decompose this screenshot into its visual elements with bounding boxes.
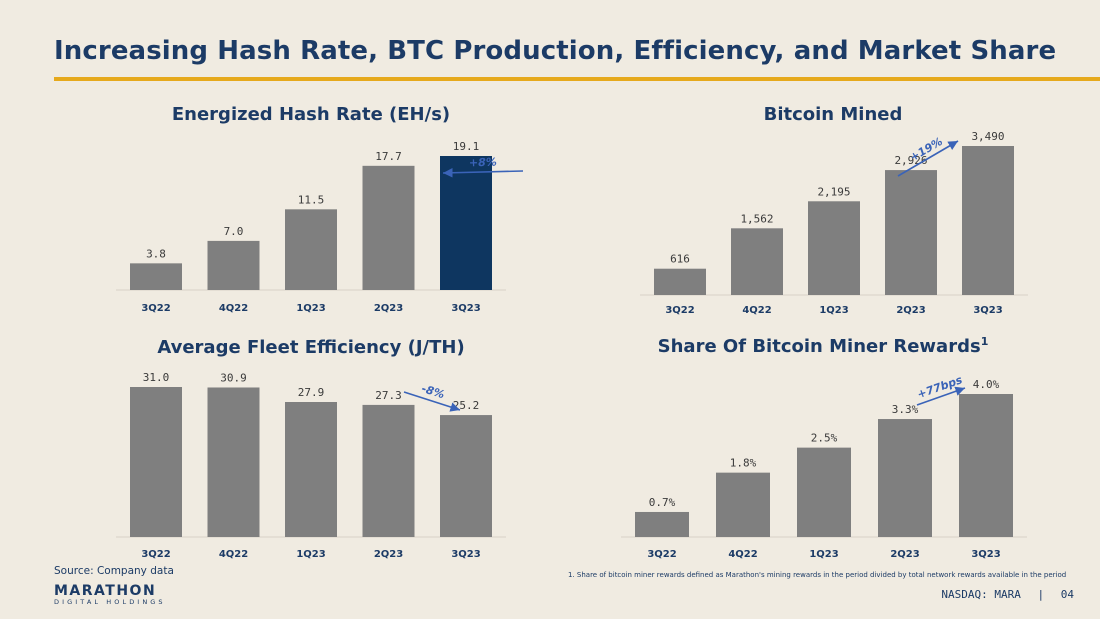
eff-value-label-1Q23: 27.9 <box>298 386 325 399</box>
hash-bar-3Q22 <box>130 263 182 290</box>
hash-bar-2Q23 <box>362 165 415 290</box>
btc-value-label-1Q23: 2,195 <box>817 185 850 198</box>
fleet-efficiency-chart: 31.0 3Q22 30.9 4Q22 27.9 1Q23 27.3 2Q23 25.2 3Q23… <box>116 371 506 560</box>
btc-chart-title: Bitcoin Mined <box>652 104 1014 125</box>
company-logo: MARATHON DIGITAL HOLDINGS <box>54 584 166 607</box>
btc-tick-label-3Q22: 3Q22 <box>665 305 694 316</box>
eff-value-label-2Q23: 27.3 <box>375 389 402 402</box>
share-bar-4Q22 <box>716 472 770 537</box>
eff-bar-3Q23 <box>440 415 492 537</box>
eff-bar-2Q23 <box>362 404 415 537</box>
btc-growth-arrow <box>897 140 959 177</box>
share-bar-3Q23 <box>959 394 1013 537</box>
hash-tick-label-4Q22: 4Q22 <box>219 303 248 314</box>
btc-tick-label-2Q23: 2Q23 <box>896 305 925 316</box>
btc-value-label-3Q22: 616 <box>670 253 690 266</box>
eff-value-label-3Q23: 25.2 <box>453 399 480 412</box>
footer-ticker: NASDAQ: MARA | 04 <box>941 588 1074 601</box>
hash-tick-label-3Q23: 3Q23 <box>451 303 480 314</box>
hash-value-label-4Q22: 7.0 <box>224 225 244 238</box>
eff-bar-4Q22 <box>207 387 260 537</box>
eff-value-label-3Q22: 31.0 <box>143 371 170 384</box>
btc-bar-3Q23 <box>962 146 1014 295</box>
eff-chart-title-text: Average Fleet Efficiency (J/TH) <box>157 337 465 358</box>
footer-separator: | <box>1037 588 1045 601</box>
logo-wordmark: MARATHON <box>54 583 157 599</box>
eff-tick-label-4Q22: 4Q22 <box>219 549 248 560</box>
hash-value-label-2Q23: 17.7 <box>375 150 402 163</box>
hash-bar-3Q23 <box>440 156 492 290</box>
footnote: 1. Share of bitcoin miner rewards define… <box>568 571 1067 579</box>
btc-bar-4Q22 <box>731 228 783 295</box>
share-bar-1Q23 <box>797 447 851 537</box>
hash-bar-1Q23 <box>285 209 337 290</box>
hash-growth-arrow <box>442 167 524 178</box>
hash-tick-label-3Q22: 3Q22 <box>141 303 170 314</box>
hash-chart-title-text: Energized Hash Rate (EH/s) <box>171 104 451 125</box>
share-bar-3Q22 <box>635 511 689 537</box>
btc-tick-label-3Q23: 3Q23 <box>973 305 1002 316</box>
share-value-label-4Q22: 1.8% <box>730 457 757 470</box>
btc-tick-label-1Q23: 1Q23 <box>819 305 848 316</box>
hash-bar-4Q22 <box>207 240 260 290</box>
hash-value-label-1Q23: 11.5 <box>298 193 325 206</box>
slide-title: Increasing Hash Rate, BTC Production, Ef… <box>54 36 1057 66</box>
share-value-label-1Q23: 2.5% <box>811 432 838 445</box>
source-note: Source: Company data <box>54 565 174 577</box>
share-bar-2Q23 <box>878 419 932 537</box>
btc-bar-1Q23 <box>808 201 860 295</box>
hash-chart-title: Energized Hash Rate (EH/s) <box>130 104 492 125</box>
eff-tick-label-3Q23: 3Q23 <box>451 549 480 560</box>
logo-subtitle: DIGITAL HOLDINGS <box>54 598 166 606</box>
share-growth-arrow <box>916 386 966 406</box>
share-value-label-2Q23: 3.3% <box>892 403 919 416</box>
hash-value-label-3Q22: 3.8 <box>146 247 166 260</box>
share-chart-title-text: Share Of Bitcoin Miner Rewards <box>657 336 981 357</box>
hash-value-label-3Q23: 19.1 <box>453 140 480 153</box>
eff-tick-label-1Q23: 1Q23 <box>296 549 325 560</box>
ticker-text: NASDAQ: MARA <box>941 588 1021 601</box>
hash-growth-label: +8% <box>469 156 497 170</box>
btc-bar-2Q23 <box>885 170 937 295</box>
eff-bar-3Q22 <box>130 387 182 537</box>
btc-value-label-3Q23: 3,490 <box>971 130 1004 143</box>
btc-chart-title-text: Bitcoin Mined <box>763 104 903 125</box>
share-tick-label-4Q22: 4Q22 <box>728 549 757 560</box>
share-tick-label-3Q22: 3Q22 <box>647 549 676 560</box>
hash-rate-chart: 3.8 3Q22 7.0 4Q22 11.5 1Q23 17.7 2Q23 19.1 3Q23 +8… <box>116 140 524 314</box>
miner-rewards-share-chart: 0.7% 3Q22 1.8% 4Q22 2.5% 1Q23 3.3% 2Q23 4.0% 3Q23… <box>621 373 1027 560</box>
btc-value-label-4Q22: 1,562 <box>740 212 773 225</box>
hash-tick-label-2Q23: 2Q23 <box>374 303 403 314</box>
share-tick-label-1Q23: 1Q23 <box>809 549 838 560</box>
eff-chart-title: Average Fleet Efficiency (J/TH) <box>130 337 492 358</box>
eff-bar-1Q23 <box>285 402 337 537</box>
eff-growth-arrow <box>403 391 461 412</box>
btc-bar-3Q22 <box>654 268 706 295</box>
page-number: 04 <box>1060 588 1074 601</box>
eff-tick-label-3Q22: 3Q22 <box>141 549 170 560</box>
share-tick-label-3Q23: 3Q23 <box>971 549 1000 560</box>
share-value-label-3Q23: 4.0% <box>973 378 1000 391</box>
share-value-label-3Q22: 0.7% <box>649 496 676 509</box>
share-chart-title-footnote-mark: 1 <box>980 335 989 348</box>
btc-tick-label-4Q22: 4Q22 <box>742 305 771 316</box>
eff-tick-label-2Q23: 2Q23 <box>374 549 403 560</box>
bitcoin-mined-chart: 6163Q221,5624Q222,1951Q232,9262Q233,4903… <box>640 130 1028 316</box>
title-rule <box>54 77 1100 81</box>
share-chart-title: Share Of Bitcoin Miner Rewards1 <box>632 335 1014 357</box>
hash-tick-label-1Q23: 1Q23 <box>296 303 325 314</box>
share-tick-label-2Q23: 2Q23 <box>890 549 919 560</box>
eff-value-label-4Q22: 30.9 <box>220 371 247 384</box>
